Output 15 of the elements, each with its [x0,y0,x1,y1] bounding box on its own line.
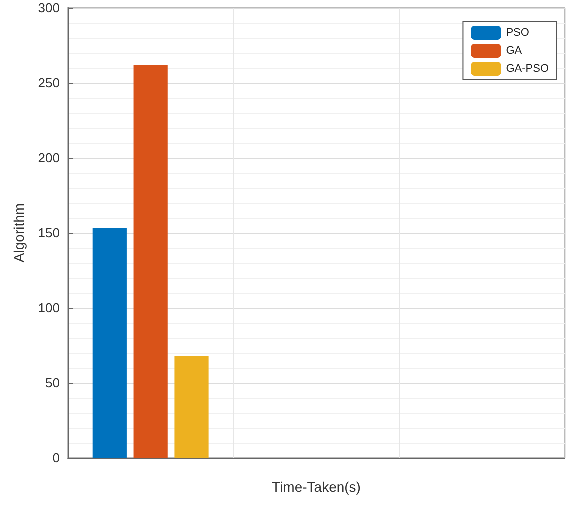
x-axis-title: Time-Taken(s) [272,479,361,495]
y-axis-title: Algorithm [11,203,27,263]
bar [134,65,168,458]
bar [92,228,127,458]
y-tick-label: 250 [38,76,60,90]
y-tick-label: 300 [38,0,60,16]
legend-label: GA [506,45,523,57]
bar [174,356,209,458]
y-tick-label: 150 [38,226,60,240]
y-tick-label: 50 [46,376,60,390]
y-tick-label: 200 [38,150,60,166]
y-tick-label: 100 [38,300,60,316]
y-tick-label: 0 [52,450,60,466]
legend-label: PSO [506,27,530,39]
legend-label: GA-PSO [506,63,550,75]
